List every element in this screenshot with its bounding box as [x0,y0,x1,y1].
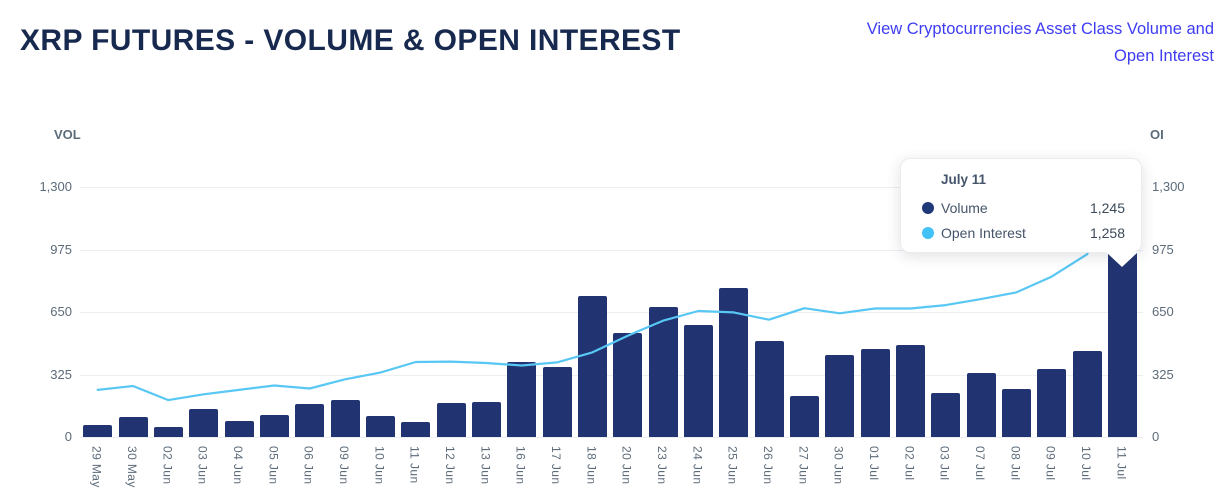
x-axis-label: 04 Jun [231,446,245,485]
x-axis-label: 24 Jun [690,446,705,485]
volume-bar[interactable] [931,392,961,437]
volume-bar[interactable] [789,395,819,437]
volume-bar[interactable] [330,400,360,437]
volume-bar[interactable] [577,296,607,437]
volume-bar[interactable] [224,420,254,437]
volume-bar[interactable] [754,341,784,437]
volume-bar[interactable] [613,332,643,437]
x-axis-label: 09 Jun [337,446,351,485]
x-axis-label: 29 May [89,446,104,488]
tooltip-volume-label: Volume [941,200,988,216]
right-axis-title: OI [1150,127,1164,142]
gridline [80,312,1143,313]
x-axis-label: 09 Jul [1043,446,1058,481]
tooltip-caret-icon [1106,252,1138,267]
y-axis-tick-left: 650 [50,304,72,319]
x-axis-label: 03 Jun [195,446,210,485]
volume-bar[interactable] [259,415,289,437]
x-axis-label: 30 May [125,446,139,488]
x-axis-label: 26 Jun [761,446,775,485]
x-axis-label: 10 Jun [372,446,387,485]
volume-bar[interactable] [83,425,113,437]
x-axis-label: 27 Jun [796,446,811,485]
volume-bar[interactable] [507,362,537,437]
chart-tooltip: July 11 Volume 1,245 Open Interest 1,258 [900,158,1142,253]
volume-bar[interactable] [1001,388,1031,437]
x-axis-label: 05 Jun [266,446,281,485]
x-axis-label: 06 Jun [301,446,316,485]
y-axis-tick-left: 975 [50,241,72,257]
y-axis-tick-right: 0 [1152,429,1160,444]
y-axis-tick-right: 975 [1152,241,1174,257]
volume-bar[interactable] [401,422,431,437]
x-axis-label: 20 Jun [619,446,634,485]
x-axis-label: 17 Jun [549,446,563,485]
x-axis-label: 16 Jun [513,446,528,485]
volume-bar[interactable] [436,402,466,437]
x-axis-label: 18 Jun [584,446,599,485]
volume-bar[interactable] [295,403,325,437]
tooltip-open-interest-value: 1,258 [1089,225,1125,241]
volume-bar[interactable] [966,372,996,437]
y-axis-tick-right: 1,300 [1152,179,1185,194]
y-axis-tick-left: 325 [50,366,72,382]
volume-bar[interactable] [1037,368,1067,437]
volume-bar[interactable] [825,355,855,437]
gridline [80,437,1143,438]
y-axis-tick-left: 1,300 [39,179,72,194]
volume-bar[interactable] [683,324,713,437]
volume-bar[interactable] [153,426,183,437]
y-axis-tick-right: 650 [1152,304,1174,319]
volume-bar[interactable] [895,344,925,437]
x-axis-label: 07 Jul [973,446,987,481]
x-axis-label: 12 Jun [443,446,457,485]
volume-bar[interactable] [189,408,219,437]
volume-bar[interactable] [1072,351,1102,437]
volume-bar[interactable] [860,348,890,437]
tooltip-open-interest-label: Open Interest [941,225,1026,241]
y-axis-tick-left: 0 [64,429,72,444]
x-axis-label: 08 Jul [1008,446,1023,481]
gridline [80,187,1143,188]
x-axis-label: 10 Jul [1079,446,1093,481]
x-axis-label: 25 Jun [725,446,740,485]
tooltip-date: July 11 [941,172,987,187]
x-axis-label: 01 Jul [867,446,881,481]
volume-bar[interactable] [471,402,501,437]
page-title: XRP FUTURES - VOLUME & OPEN INTEREST [20,24,681,57]
x-axis-label: 11 Jul [1114,446,1129,480]
left-axis-title: VOL [54,127,81,142]
x-axis-label: 03 Jul [937,446,952,481]
open-interest-series-dot-icon [922,227,934,239]
x-axis-label: 13 Jun [478,446,493,485]
x-axis-label: 30 Jun [831,446,846,485]
volume-bar[interactable] [719,287,749,437]
asset-class-link[interactable]: View Cryptocurrencies Asset Class Volume… [866,20,1214,65]
x-axis-label: 23 Jun [655,446,669,485]
volume-series-dot-icon [922,202,934,214]
volume-bar[interactable] [118,417,148,437]
volume-bar[interactable] [648,306,678,437]
y-axis-tick-right: 325 [1152,366,1174,382]
x-axis-label: 02 Jul [902,446,917,481]
volume-bar[interactable] [542,367,572,437]
volume-bar[interactable] [365,415,395,437]
x-axis-label: 02 Jun [160,446,175,485]
tooltip-volume-value: 1,245 [1089,200,1125,216]
x-axis-label: 11 Jun [407,446,422,484]
